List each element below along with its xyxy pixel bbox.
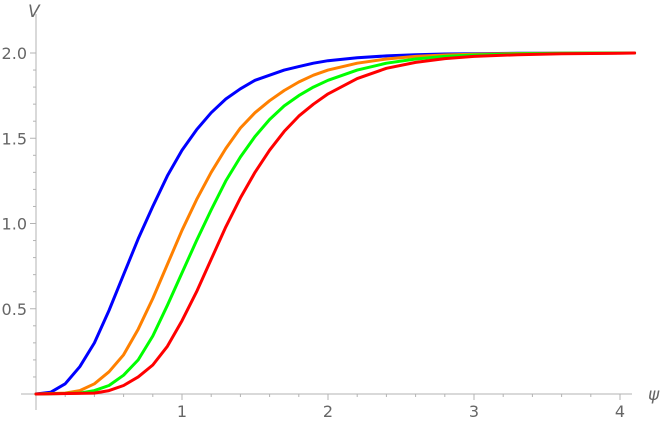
x-tick-label: 3 [469, 402, 479, 421]
axes: 1 2 3 4 0.5 1.0 1.5 2.0 [2, 14, 632, 421]
series-line-1 [34, 51, 637, 396]
y-tick-label: 0.5 [2, 300, 27, 319]
y-axis-label: V [28, 2, 41, 22]
x-tick-label: 4 [615, 402, 625, 421]
series-line-3 [34, 51, 637, 396]
series-line-2 [34, 51, 637, 396]
x-tick-label: 1 [177, 402, 187, 421]
x-axis-label: ψ [648, 385, 660, 405]
y-tick-label: 2.0 [2, 44, 27, 63]
y-tick-label: 1.0 [2, 215, 27, 234]
series-line-4 [34, 51, 637, 396]
x-tick-label: 2 [323, 402, 333, 421]
series-layer [34, 51, 637, 396]
y-tick-label: 1.5 [2, 129, 27, 148]
